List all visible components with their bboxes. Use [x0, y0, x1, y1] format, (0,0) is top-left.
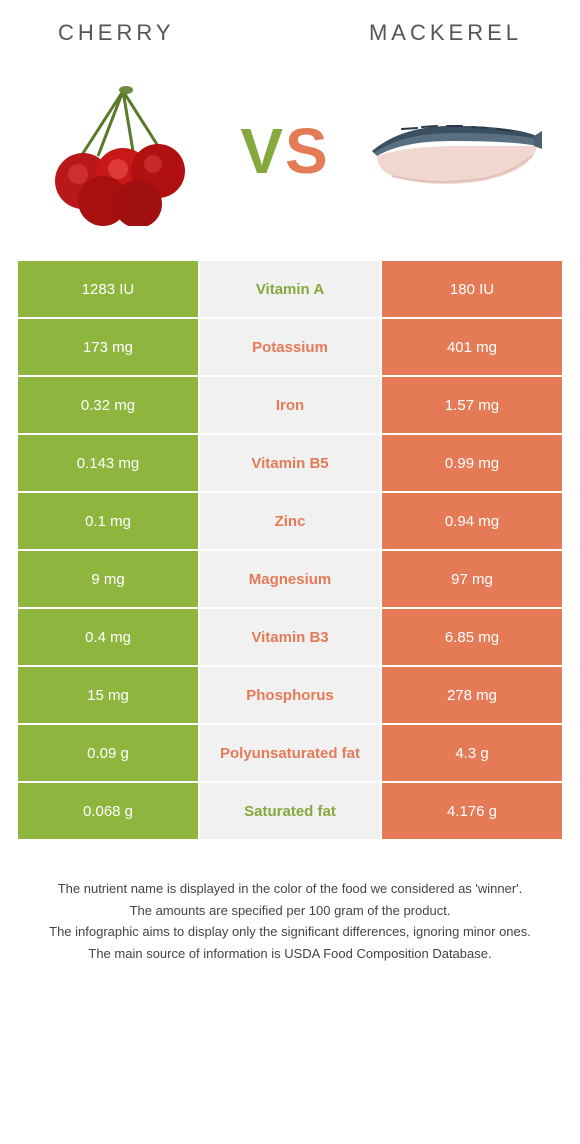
nutrient-right-value: 0.99 mg — [382, 435, 562, 491]
table-row: 173 mgPotassium401 mg — [18, 319, 562, 375]
footnote-line: The amounts are specified per 100 gram o… — [28, 901, 552, 921]
nutrient-left-value: 0.09 g — [18, 725, 198, 781]
nutrient-right-value: 0.94 mg — [382, 493, 562, 549]
nutrient-right-value: 4.176 g — [382, 783, 562, 839]
nutrient-name: Polyunsaturated fat — [200, 725, 380, 781]
cherry-image — [38, 76, 208, 226]
footnote-line: The nutrient name is displayed in the co… — [28, 879, 552, 899]
nutrient-right-value: 97 mg — [382, 551, 562, 607]
nutrient-name: Vitamin B5 — [200, 435, 380, 491]
table-row: 0.4 mgVitamin B36.85 mg — [18, 609, 562, 665]
table-row: 0.32 mgIron1.57 mg — [18, 377, 562, 433]
nutrient-name: Potassium — [200, 319, 380, 375]
table-row: 0.143 mgVitamin B50.99 mg — [18, 435, 562, 491]
nutrient-right-value: 1.57 mg — [382, 377, 562, 433]
nutrient-left-value: 0.1 mg — [18, 493, 198, 549]
table-row: 1283 IUVitamin A180 IU — [18, 261, 562, 317]
vs-v: V — [240, 115, 285, 187]
table-row: 15 mgPhosphorus278 mg — [18, 667, 562, 723]
footnote-line: The infographic aims to display only the… — [28, 922, 552, 942]
vs-s: S — [285, 115, 330, 187]
nutrient-right-value: 401 mg — [382, 319, 562, 375]
nutrient-name: Magnesium — [200, 551, 380, 607]
nutrient-left-value: 0.143 mg — [18, 435, 198, 491]
header-row: CHERRY MACKEREL — [18, 20, 562, 46]
nutrient-left-value: 0.32 mg — [18, 377, 198, 433]
vs-label: VS — [240, 114, 329, 188]
nutrient-right-value: 180 IU — [382, 261, 562, 317]
nutrient-right-value: 4.3 g — [382, 725, 562, 781]
nutrient-name: Vitamin B3 — [200, 609, 380, 665]
nutrient-right-value: 278 mg — [382, 667, 562, 723]
nutrient-left-value: 15 mg — [18, 667, 198, 723]
table-row: 0.068 gSaturated fat4.176 g — [18, 783, 562, 839]
footnote-line: The main source of information is USDA F… — [28, 944, 552, 964]
nutrient-name: Vitamin A — [200, 261, 380, 317]
footnotes: The nutrient name is displayed in the co… — [18, 879, 562, 963]
table-row: 9 mgMagnesium97 mg — [18, 551, 562, 607]
table-row: 0.1 mgZinc0.94 mg — [18, 493, 562, 549]
nutrient-right-value: 6.85 mg — [382, 609, 562, 665]
nutrient-left-value: 0.068 g — [18, 783, 198, 839]
nutrient-name: Zinc — [200, 493, 380, 549]
nutrient-name: Saturated fat — [200, 783, 380, 839]
nutrient-left-value: 9 mg — [18, 551, 198, 607]
nutrient-left-value: 1283 IU — [18, 261, 198, 317]
table-row: 0.09 gPolyunsaturated fat4.3 g — [18, 725, 562, 781]
nutrient-left-value: 0.4 mg — [18, 609, 198, 665]
nutrient-name: Phosphorus — [200, 667, 380, 723]
images-row: VS — [18, 76, 562, 226]
nutrient-table: 1283 IUVitamin A180 IU173 mgPotassium401… — [18, 261, 562, 839]
header-right-title: MACKEREL — [369, 20, 522, 46]
header-left-title: CHERRY — [58, 20, 175, 46]
nutrient-name: Iron — [200, 377, 380, 433]
mackerel-image — [362, 91, 542, 211]
nutrient-left-value: 173 mg — [18, 319, 198, 375]
